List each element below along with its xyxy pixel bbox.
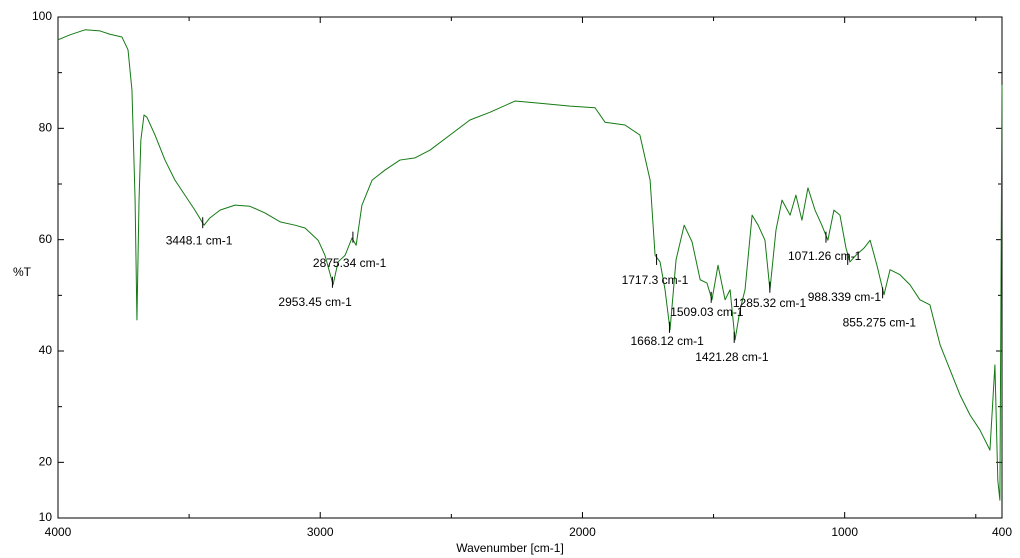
peak-label: 2953.45 cm-1 (278, 295, 352, 309)
peak-label: 1668.12 cm-1 (630, 334, 704, 348)
peak-label: 2875.34 cm-1 (313, 256, 387, 270)
plot-frame (57, 16, 1003, 519)
peak-label: 1071.26 cm-1 (788, 249, 862, 263)
y-tick-label: 10 (39, 510, 53, 524)
y-tick-label: 40 (39, 343, 53, 357)
spectrum-line (57, 29, 1003, 501)
peak-label: 1509.03 cm-1 (670, 305, 744, 319)
x-tick-label: 400 (992, 525, 1012, 539)
x-tick-label: 4000 (45, 525, 72, 539)
peak-label: 988.339 cm-1 (808, 290, 882, 304)
peak-label: 1717.3 cm-1 (622, 273, 689, 287)
peak-label: 1421.28 cm-1 (695, 350, 769, 364)
peak-label: 855.275 cm-1 (843, 316, 917, 330)
y-tick-label: 20 (39, 455, 53, 469)
x-tick-label: 3000 (307, 525, 334, 539)
x-tick-label: 1000 (831, 525, 858, 539)
x-axis-title: Wavenumber [cm-1] (456, 541, 564, 555)
y-axis-title: %T (13, 265, 32, 279)
x-tick-label: 2000 (569, 525, 596, 539)
y-tick-label: 60 (39, 232, 53, 246)
peak-label: 3448.1 cm-1 (166, 233, 233, 247)
y-tick-label: 100 (32, 9, 52, 23)
y-tick-label: 80 (39, 121, 53, 135)
peak-label: 1285.32 cm-1 (733, 296, 807, 310)
